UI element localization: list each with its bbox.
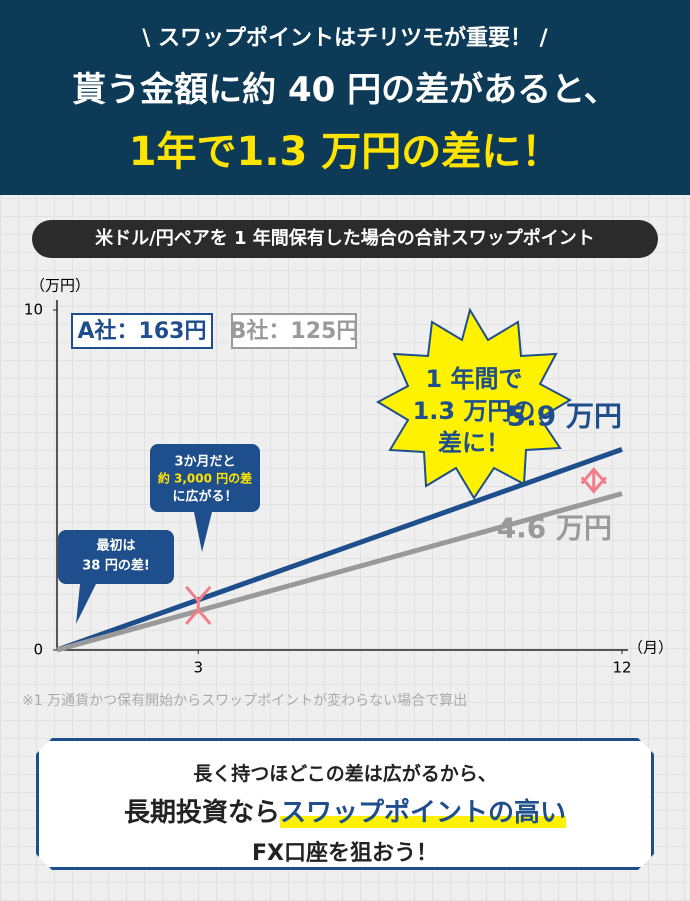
- legend-label: B社：125円: [230, 318, 359, 344]
- gap-arrow-head: [580, 467, 607, 485]
- callout-bg: [150, 444, 260, 552]
- bottom-line2: 長期投資ならスワップポイントの高い: [39, 792, 651, 829]
- legend-box: [231, 313, 357, 349]
- y-axis-label: （万円）: [30, 277, 90, 295]
- callout-text: に広がる！: [172, 489, 237, 505]
- callout-text: 3か月だと: [174, 455, 235, 470]
- callout-text: 最初は: [96, 538, 135, 554]
- x-tick-label: 12: [612, 659, 631, 677]
- header-line1: 貰う金額に約 40 円の差があると、: [72, 70, 618, 110]
- header-line2: 1年で1.3 万円の差に！: [128, 129, 562, 175]
- gap-arrow-head: [580, 476, 607, 494]
- value-label: 5.9 万円: [507, 399, 622, 432]
- x-tick-label: 3: [193, 659, 203, 677]
- callout-text: 約 3,000 円の差: [158, 471, 252, 486]
- bottom-highlight: スワップポイントの高い: [280, 798, 567, 828]
- x-axis-label: （月）: [628, 639, 673, 657]
- burst-text: 1.3 万円の: [413, 397, 536, 425]
- series-line: [56, 447, 623, 653]
- bottom-line3: FX口座を狙おう！: [252, 841, 438, 866]
- header-lead: \ スワップポイントはチリツモが重要！ /: [142, 26, 548, 51]
- bottom-line2a: 長期投資なら: [123, 798, 280, 828]
- callout-text: 38 円の差!: [82, 558, 150, 574]
- burst-text: 差に！: [438, 429, 510, 457]
- legend-box: [71, 313, 213, 349]
- gap-arrow-head: [185, 585, 212, 604]
- series-line: [56, 491, 623, 653]
- header: \ スワップポイントはチリツモが重要！ / 貰う金額に約 40 円の差があると、…: [0, 0, 690, 195]
- burst-text: 1 年間で: [425, 365, 522, 393]
- subtitle: 米ドル/円ペアを 1 年間保有した場合の合計スワップポイント: [32, 220, 658, 258]
- bottom-box: 長く持つほどこの差は広がるから、 長期投資ならスワップポイントの高い FX口座を…: [36, 738, 654, 870]
- value-label: 4.6 万円: [497, 512, 612, 545]
- y-tick-label: 10: [24, 301, 43, 319]
- callout-bg: [58, 530, 174, 624]
- y-tick-label: 0: [33, 641, 43, 659]
- bottom-line1: 長く持つほどこの差は広がるから、: [193, 763, 497, 785]
- footnote: ※1 万通貨かつ保有開始からスワップポイントが変わらない場合で算出: [22, 693, 468, 709]
- gap-arrow-head: [185, 607, 212, 625]
- legend-label: A社：163円: [78, 318, 207, 344]
- starburst: [375, 307, 573, 500]
